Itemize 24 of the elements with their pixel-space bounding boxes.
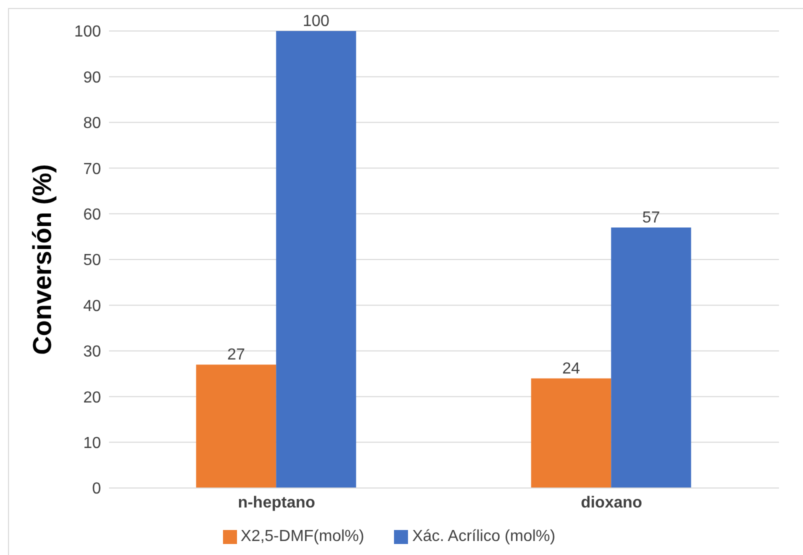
data-label: 57 [642,210,660,227]
bar [196,364,276,488]
data-label: 100 [302,13,330,30]
y-tick-label: 20 [83,389,102,406]
bar [611,228,692,488]
y-tick-label: 80 [83,115,102,132]
y-tick-label: 0 [92,480,102,498]
y-tick-label: 30 [83,344,102,361]
y-tick-label: 90 [83,69,102,86]
legend-label: Xác. Acrílico (mol%) [412,528,556,545]
legend-label: X2,5-DMF(mol%) [240,528,364,545]
bar [276,31,356,488]
y-tick-label: 50 [83,252,102,270]
x-tick-label: dioxano [580,494,642,512]
data-label: 27 [227,346,246,364]
y-tick-label: 10 [83,434,102,452]
y-tick-label: 40 [83,298,102,315]
data-label: 24 [562,360,580,378]
x-tick-label: n-heptano [238,494,316,512]
bar [531,378,612,488]
y-tick-label: 70 [83,160,102,178]
y-axis-title: Conversión (%) [27,164,58,355]
y-tick-label: 100 [74,24,102,41]
y-tick-label: 60 [83,206,102,224]
